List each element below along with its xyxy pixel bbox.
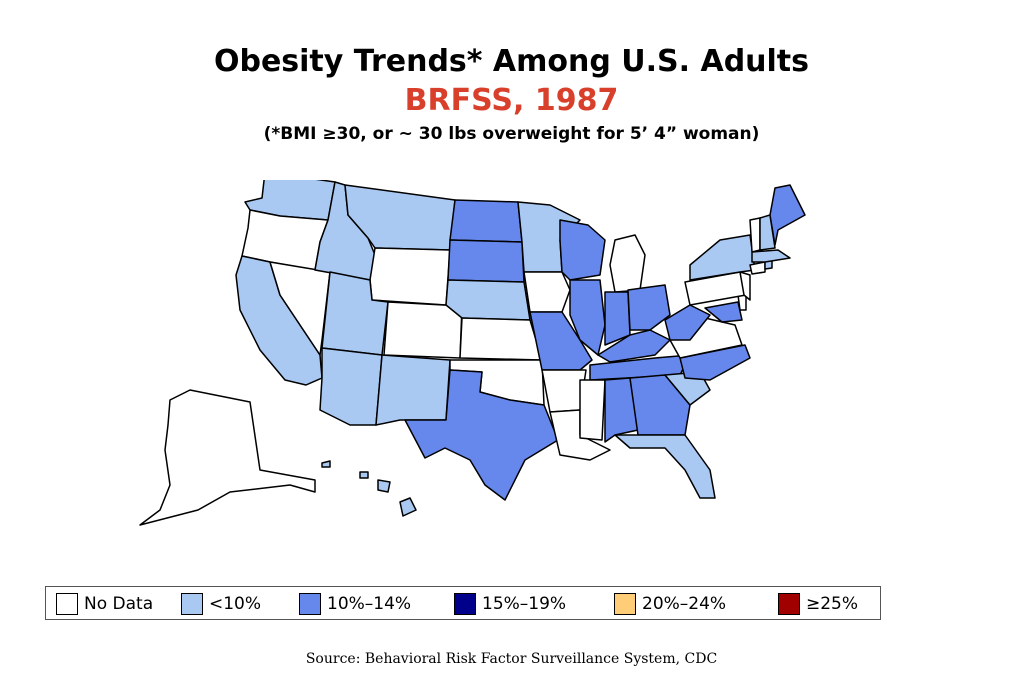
state-HI (321, 460, 417, 517)
legend: No Data <10% 10%–14% 15%–19% 20%–24% ≥25… (45, 586, 881, 620)
state-KS (459, 317, 543, 361)
legend-label-ge25: ≥25% (806, 594, 859, 614)
legend-label-15-19: 15%–19% (482, 594, 567, 614)
state-ND (449, 199, 523, 243)
legend-swatch-lt10 (181, 593, 203, 615)
bmi-note: (*BMI ≥30, or ~ 30 lbs overweight for 5’… (263, 124, 760, 144)
state-MS (579, 379, 606, 441)
state-TX (404, 369, 559, 501)
state-NJ (739, 271, 751, 301)
state-SD (447, 239, 525, 283)
state-FL (614, 434, 716, 499)
map-title: Obesity Trends* Among U.S. Adults (213, 44, 810, 79)
state-DE (737, 294, 747, 311)
state-OH (627, 284, 671, 331)
legend-label-10-14: 10%–14% (327, 594, 412, 614)
state-NM (375, 354, 451, 426)
legend-swatch-20-24 (614, 593, 636, 615)
legend-item-ge25: ≥25% (778, 593, 858, 615)
state-WY (369, 247, 451, 306)
map-subtitle: BRFSS, 1987 (404, 83, 619, 118)
source-note: Source: Behavioral Risk Factor Surveilla… (305, 651, 718, 667)
legend-item-10-14: 10%–14% (299, 593, 411, 615)
state-ME (769, 184, 806, 246)
state-WV (664, 304, 711, 341)
state-CT (749, 261, 766, 275)
state-MA (751, 249, 791, 263)
legend-swatch-15-19 (454, 593, 476, 615)
state-AZ (319, 347, 383, 426)
state-AK (139, 389, 316, 526)
legend-item-lt10: <10% (181, 593, 261, 615)
legend-item-20-24: 20%–24% (614, 593, 726, 615)
legend-swatch-ge25 (778, 593, 800, 615)
state-WI (559, 219, 606, 281)
legend-swatch-10-14 (299, 593, 321, 615)
state-MD (704, 301, 743, 323)
legend-item-no-data: No Data (56, 593, 153, 615)
state-MI (609, 234, 646, 293)
state-CO (383, 301, 463, 359)
us-map (139, 180, 806, 526)
legend-label-20-24: 20%–24% (642, 594, 727, 614)
legend-item-15-19: 15%–19% (454, 593, 566, 615)
legend-swatch-no-data (56, 593, 78, 615)
legend-label-no-data: No Data (84, 594, 154, 614)
state-AL (604, 377, 639, 443)
state-NE (445, 279, 531, 321)
state-IA (523, 271, 571, 313)
legend-label-lt10: <10% (209, 594, 262, 614)
state-VT (749, 217, 761, 253)
state-GA (629, 374, 691, 436)
